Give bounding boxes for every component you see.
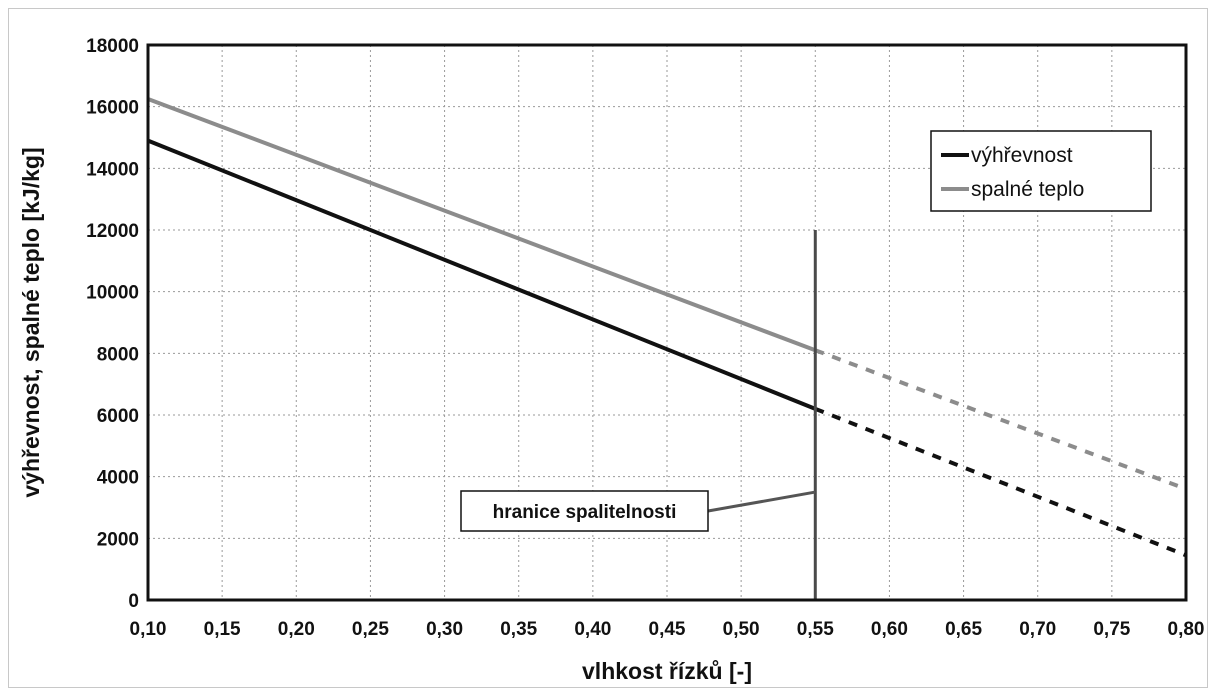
series-layer	[147, 97, 1187, 558]
x-tick-label: 0,70	[1019, 619, 1056, 640]
annotation-box	[460, 490, 709, 532]
chart-frame: 0 2000 4000 6000 8000 10000 12000 14000 16000 180…	[8, 8, 1208, 688]
y-tick-label: 0	[128, 591, 139, 612]
x-tick-label: 0,30	[426, 619, 463, 640]
y-tick-label: 10000	[86, 283, 139, 304]
y-tick-label: 16000	[86, 98, 139, 119]
x-tick-label: 0,75	[1093, 619, 1130, 640]
annotation-pointer	[707, 490, 816, 513]
x-tick-label: 0,60	[871, 619, 908, 640]
y-tick-label: 6000	[97, 406, 139, 427]
y-axis-title: výhřevnost, spalné teplo [kJ/kg]	[18, 147, 44, 497]
series-line-1-dashed	[814, 348, 1187, 491]
legend-label-spalne-teplo: spalné teplo	[971, 178, 1084, 201]
y-tick-label: 14000	[86, 159, 139, 180]
legend: výhřevnost spalné teplo	[930, 130, 1152, 212]
y-tick-label: 4000	[97, 468, 139, 489]
x-tick-label: 0,25	[352, 619, 389, 640]
annotation: hranice spalitelnosti	[460, 490, 816, 532]
x-tick-label: 0,35	[500, 619, 537, 640]
annotation-label: hranice spalitelnosti	[493, 502, 677, 523]
x-axis-title: vlhkost řízků [-]	[582, 658, 752, 684]
x-tick-label: 0,65	[945, 619, 982, 640]
legend-label-vyhrevnost: výhřevnost	[971, 144, 1073, 167]
x-tick-label: 0,80	[1168, 619, 1205, 640]
plot-area-border	[146, 43, 1188, 602]
series-line-0-solid	[147, 138, 817, 411]
y-tick-label: 2000	[97, 529, 139, 550]
x-tick-label: 0,50	[723, 619, 760, 640]
y-tick-label: 12000	[86, 221, 139, 242]
y-tick-label: 18000	[86, 36, 139, 57]
x-tick-label: 0,40	[574, 619, 611, 640]
x-tick-label: 0,45	[649, 619, 686, 640]
x-tick-label: 0,55	[797, 619, 834, 640]
series-line-0-dashed	[814, 406, 1187, 558]
x-tick-label: 0,10	[130, 619, 167, 640]
line-chart: 0 2000 4000 6000 8000 10000 12000 14000 16000 180…	[18, 36, 1205, 684]
x-tick-label: 0,15	[204, 619, 241, 640]
x-tick-labels: 0,10 0,15 0,20 0,25 0,30 0,35 0,40 0,45 0,50 0,55…	[130, 619, 1205, 640]
series-line-1-solid	[147, 97, 816, 353]
y-tick-labels: 0 2000 4000 6000 8000 10000 12000 14000 16000 180…	[86, 36, 139, 612]
legend-box	[930, 130, 1152, 212]
y-tick-label: 8000	[97, 344, 139, 365]
x-tick-label: 0,20	[278, 619, 315, 640]
